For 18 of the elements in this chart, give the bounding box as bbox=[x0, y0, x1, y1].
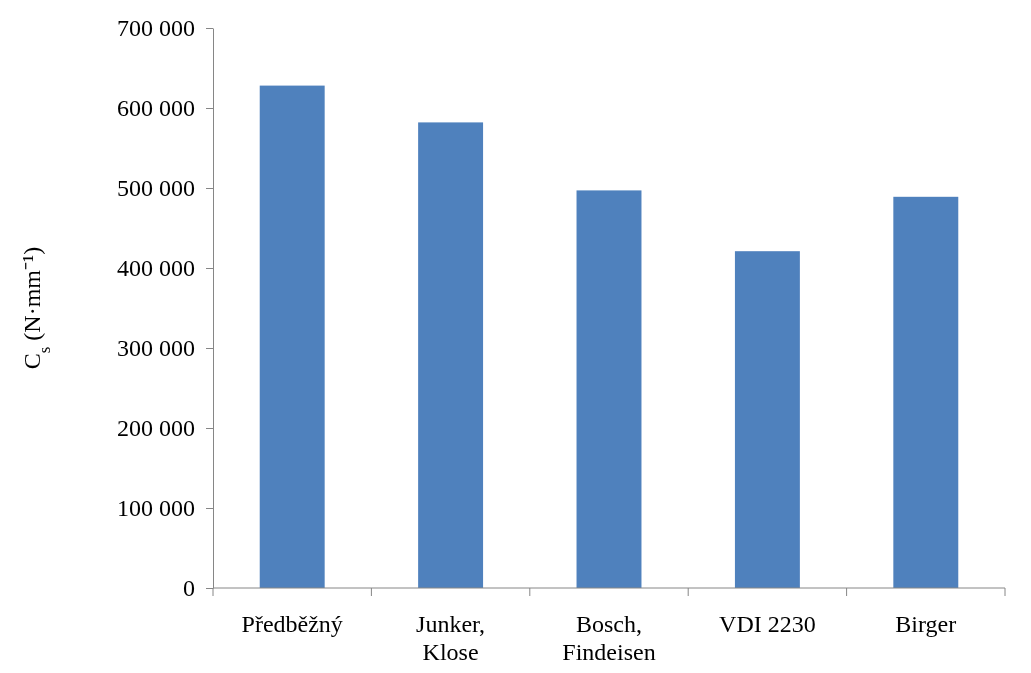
y-tick-label: 700 000 bbox=[117, 15, 195, 42]
y-tick-label: 100 000 bbox=[117, 495, 195, 522]
x-tick-label: VDI 2230 bbox=[719, 611, 816, 637]
x-tick-label: Předběžný bbox=[241, 611, 343, 637]
bar bbox=[418, 122, 484, 588]
bar bbox=[893, 196, 959, 588]
bar bbox=[259, 85, 325, 588]
y-tick-label: 0 bbox=[183, 575, 195, 602]
y-tick-label: 300 000 bbox=[117, 335, 195, 362]
x-tick-label: Bosch, Findeisen bbox=[562, 611, 656, 665]
y-tick-label: 400 000 bbox=[117, 255, 195, 282]
y-tick-label: 600 000 bbox=[117, 95, 195, 122]
bar bbox=[576, 190, 642, 588]
bar bbox=[734, 251, 800, 588]
x-tick-label: Junker, Klose bbox=[416, 611, 486, 665]
x-tick-label: Birger bbox=[895, 611, 957, 637]
y-tick-label: 200 000 bbox=[117, 415, 195, 442]
y-tick-label: 500 000 bbox=[117, 175, 195, 202]
